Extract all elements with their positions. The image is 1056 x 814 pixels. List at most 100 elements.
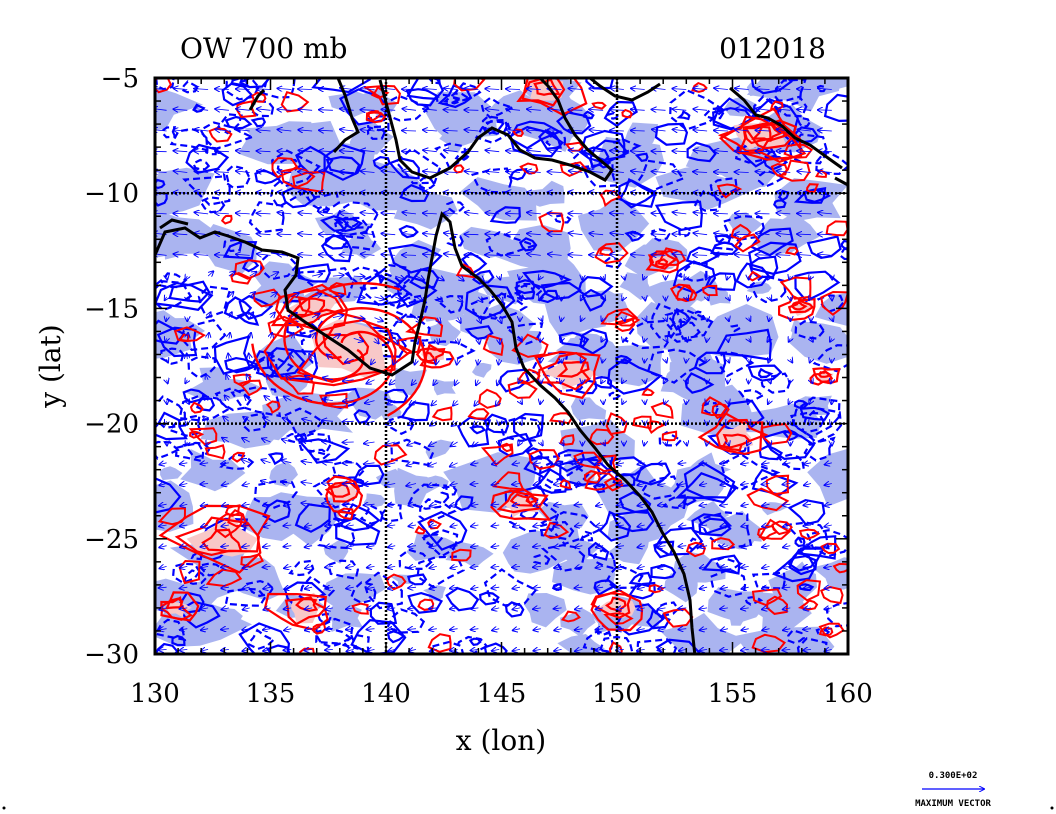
negative-ow-contour xyxy=(377,503,404,523)
negative-ow-contour xyxy=(683,461,736,499)
wind-vector xyxy=(631,171,645,173)
coastline-islands-west xyxy=(159,88,266,230)
wind-vector xyxy=(346,566,354,567)
wind-vector xyxy=(242,629,250,630)
wind-vector xyxy=(423,171,437,172)
wind-vector xyxy=(173,213,188,214)
wind-vector xyxy=(375,338,379,343)
wind-vector xyxy=(589,255,604,256)
wind-vector xyxy=(327,355,334,360)
negative-ow-fill xyxy=(524,593,567,628)
wind-vector xyxy=(652,213,666,214)
positive-ow-contour xyxy=(770,163,788,177)
negative-ow-fill xyxy=(669,358,703,377)
vortex-spiral-arm xyxy=(251,330,395,406)
negative-ow-contour xyxy=(469,425,487,435)
wind-vector xyxy=(492,463,500,465)
positive-ow-contour xyxy=(325,481,364,515)
wind-vector xyxy=(666,359,667,362)
positive-ow-contour xyxy=(312,622,327,635)
wind-vector xyxy=(444,254,458,256)
wind-vector xyxy=(195,129,209,131)
wind-vector xyxy=(707,297,708,300)
negative-ow-fill xyxy=(613,218,644,239)
wind-vector xyxy=(236,89,250,90)
wind-vector xyxy=(762,587,770,588)
wind-vector xyxy=(245,396,250,401)
wind-vector xyxy=(364,484,375,485)
wind-vector xyxy=(824,504,832,506)
positive-ow-contour xyxy=(787,299,815,314)
negative-ow-contour xyxy=(794,270,841,303)
wind-vector xyxy=(322,483,333,484)
wind-vector xyxy=(714,213,728,214)
wind-vector xyxy=(221,587,229,588)
wind-vector xyxy=(679,525,687,527)
wind-vector xyxy=(596,566,604,567)
wind-vector xyxy=(777,171,791,173)
negative-ow-contour xyxy=(704,272,737,291)
wind-vector xyxy=(221,463,229,464)
negative-ow-contour xyxy=(416,555,465,589)
wind-vector xyxy=(741,629,749,631)
positive-ow-fill xyxy=(329,483,357,504)
wind-vector xyxy=(174,171,188,173)
wind-vector xyxy=(686,297,688,300)
negative-ow-contour xyxy=(331,460,366,479)
wind-vector xyxy=(361,254,375,256)
wind-vector xyxy=(533,463,541,464)
negative-ow-contour xyxy=(223,296,253,320)
wind-vector xyxy=(395,276,404,279)
wind-vector xyxy=(700,649,708,650)
wind-vector xyxy=(386,442,396,445)
negative-ow-contour xyxy=(581,160,618,188)
positive-ow-contour xyxy=(204,444,226,460)
wind-vector xyxy=(768,401,770,404)
wind-vector xyxy=(575,608,583,610)
wind-vector xyxy=(499,297,503,302)
wind-vector xyxy=(409,649,417,651)
negative-ow-contour xyxy=(676,110,691,121)
negative-ow-contour xyxy=(522,269,573,289)
wind-vector xyxy=(471,463,479,465)
wind-vector xyxy=(596,546,604,548)
negative-ow-contour xyxy=(794,320,826,340)
negative-ow-contour xyxy=(698,517,732,537)
wind-vector xyxy=(721,629,728,631)
negative-ow-fill xyxy=(269,461,298,487)
wind-vector xyxy=(263,587,271,589)
wind-vector xyxy=(388,525,396,526)
wind-vector xyxy=(305,525,313,527)
wind-vector xyxy=(340,213,354,214)
wind-vector xyxy=(748,401,749,404)
wind-vector xyxy=(824,587,832,588)
wind-vector xyxy=(700,504,708,505)
wind-vector xyxy=(637,649,645,650)
wind-vector xyxy=(554,608,562,609)
positive-ow-contour xyxy=(271,156,299,179)
wind-vector xyxy=(575,484,583,486)
positive-ow-contour xyxy=(296,319,397,384)
wind-vector xyxy=(312,333,316,338)
wind-vector xyxy=(226,375,229,380)
wind-vector xyxy=(595,629,604,630)
negative-ow-contour xyxy=(213,335,252,375)
negative-ow-contour xyxy=(262,78,296,99)
negative-ow-contour xyxy=(155,395,187,429)
negative-ow-contour xyxy=(640,475,680,500)
positive-ow-contour xyxy=(798,528,821,540)
wind-vector xyxy=(167,276,168,280)
wind-vector xyxy=(825,463,832,465)
wind-vector xyxy=(830,338,832,341)
wind-vector xyxy=(492,649,500,651)
wind-vector xyxy=(673,129,687,131)
positive-ow-contour xyxy=(564,141,585,152)
wind-vector xyxy=(686,380,687,383)
wind-vector xyxy=(554,504,562,505)
negative-ow-contour xyxy=(197,285,232,319)
wind-vector xyxy=(278,130,292,132)
positive-ow-contour xyxy=(657,247,687,266)
wind-vector xyxy=(673,109,687,110)
wind-vector xyxy=(748,297,749,301)
wind-vector xyxy=(540,338,541,341)
